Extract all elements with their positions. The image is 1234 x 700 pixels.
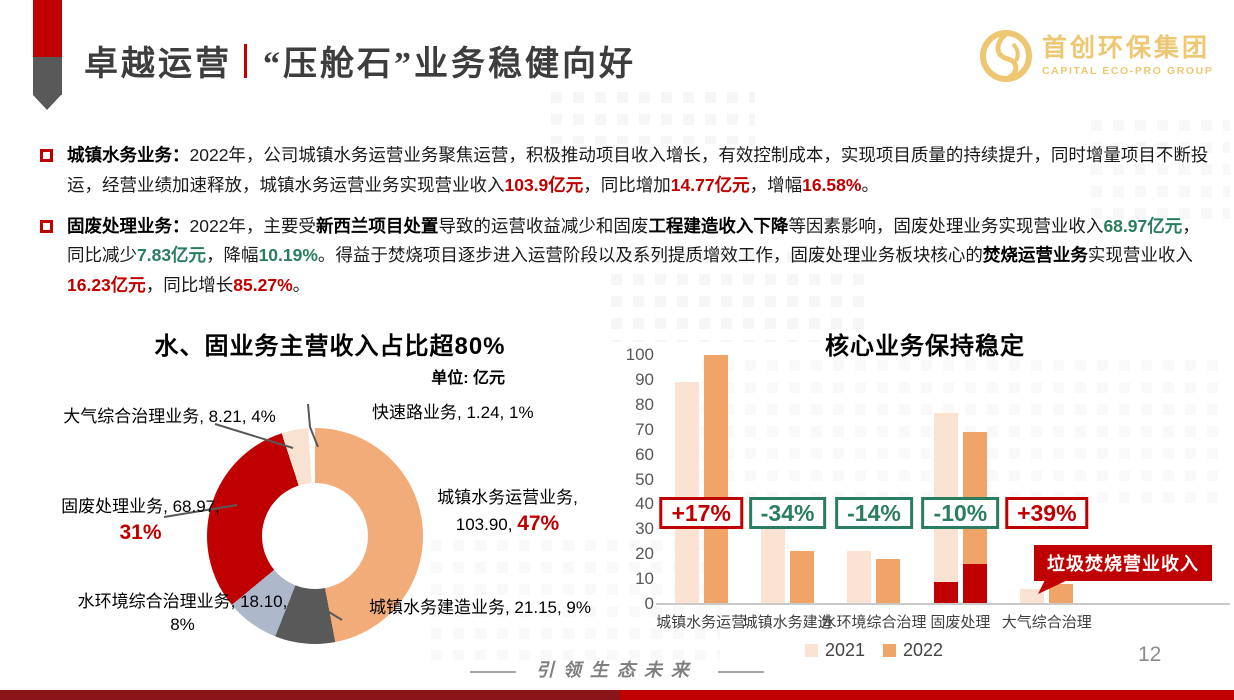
pie-percent: 9% bbox=[566, 598, 591, 617]
page-number: 12 bbox=[1138, 643, 1162, 666]
bottom-strip bbox=[0, 690, 1234, 700]
y-axis-tick: 0 bbox=[644, 594, 654, 613]
pie-percent: 1% bbox=[508, 403, 534, 422]
bar-group-大气综合治理 bbox=[1004, 355, 1090, 604]
pie-label-air: 大气综合治理业务, 8.21, 4% bbox=[63, 407, 276, 426]
bar-group-水环境综合治理 bbox=[831, 355, 917, 604]
pie-percent: 8% bbox=[170, 614, 195, 634]
bar-incineration-segment bbox=[962, 563, 987, 604]
bottom-strip-red bbox=[620, 690, 1234, 700]
y-axis-tick: 80 bbox=[635, 394, 654, 414]
callout-tail bbox=[1038, 578, 1072, 594]
bar-2022 bbox=[790, 551, 815, 604]
y-axis-tick: 20 bbox=[635, 544, 654, 564]
callout-waste-incineration: 垃圾焚烧营业收入 bbox=[1034, 545, 1212, 594]
legend-label: 2021 bbox=[824, 640, 865, 660]
y-axis-tick: 50 bbox=[635, 469, 654, 489]
bar-incineration-segment bbox=[933, 582, 958, 604]
x-axis-label: 大气综合治理 bbox=[1001, 614, 1092, 631]
bullet-item-solid-waste: 固废处理业务：2022年，主要受新西兰项目处置导致的运营收益减少和固废工程建造收… bbox=[40, 212, 1212, 301]
watermark-pattern bbox=[1080, 120, 1230, 220]
page-title: 卓越运营 “压舱石”业务稳健向好 bbox=[84, 36, 636, 85]
chart-legend: 2021 2022 bbox=[658, 640, 1090, 661]
watermark-pattern bbox=[540, 92, 755, 144]
y-axis-tick: 60 bbox=[635, 444, 654, 464]
bullet-list: 城镇水务业务：2022年，公司城镇水务运营业务聚焦运营，积极推动项目收入增长，有… bbox=[40, 141, 1212, 312]
x-axis-label: 固废处理 bbox=[930, 614, 991, 631]
x-axis-label: 城镇水务运营 bbox=[656, 614, 747, 631]
legend-label: 2022 bbox=[903, 640, 944, 660]
watermark-pattern bbox=[600, 252, 870, 342]
change-badge: -10% bbox=[921, 497, 1000, 529]
pie-percent: 31% bbox=[119, 520, 162, 544]
slogan-dash bbox=[718, 670, 764, 673]
logo-name-cn: 首创环保集团 bbox=[1042, 33, 1211, 62]
bar-2022 bbox=[876, 558, 901, 604]
change-badge: +39% bbox=[1005, 497, 1089, 529]
y-axis-tick: 100 bbox=[625, 345, 654, 364]
x-axis-label: 水环境综合治理 bbox=[821, 614, 927, 631]
bar-2021 bbox=[847, 551, 872, 604]
pie-label-solid-waste: 固废处理业务, 68.97, 31% bbox=[61, 497, 220, 544]
bookmark-gray-part bbox=[33, 57, 62, 95]
bar-2022 bbox=[703, 355, 728, 604]
bullet-text: 固废处理业务：2022年，主要受新西兰项目处置导致的运营收益减少和固废工程建造收… bbox=[67, 215, 1200, 296]
bar-group-固废处理 bbox=[917, 355, 1003, 604]
bar-2021 bbox=[761, 524, 786, 604]
bookmark-red-part bbox=[33, 0, 62, 57]
legend-swatch-icon bbox=[883, 644, 896, 657]
bullet-item-water: 城镇水务业务：2022年，公司城镇水务运营业务聚焦运营，积极推动项目收入增长，有… bbox=[40, 141, 1212, 201]
bar-group-城镇水务建造 bbox=[744, 355, 830, 604]
donut-chart bbox=[207, 428, 423, 644]
pie-chart-title: 水、固业务主营收入占比超80% bbox=[154, 333, 506, 360]
change-badge: -14% bbox=[835, 497, 913, 529]
change-badge: +17% bbox=[659, 497, 743, 529]
x-axis-label: 城镇水务建造 bbox=[742, 614, 833, 631]
x-axis-line bbox=[656, 603, 1230, 605]
bar-chart-title: 核心业务保持稳定 bbox=[825, 333, 1025, 360]
pie-label-water-env: 水环境综合治理业务, 18.10, 8% bbox=[77, 592, 288, 634]
y-axis-tick: 70 bbox=[635, 419, 654, 439]
logo-name-en: CAPITAL ECO-PRO GROUP bbox=[1042, 65, 1214, 78]
pie-percent: 47% bbox=[517, 511, 560, 535]
title-left: 卓越运营 bbox=[84, 46, 232, 83]
logo-icon bbox=[980, 30, 1032, 82]
bottom-strip-dark bbox=[0, 690, 620, 700]
y-axis-tick: 40 bbox=[635, 494, 654, 514]
unit-label: 单位: 亿元 bbox=[431, 370, 505, 387]
bullet-square-icon bbox=[40, 219, 53, 233]
donut-hole bbox=[262, 483, 368, 589]
pie-percent: 4% bbox=[251, 407, 276, 426]
title-right: “压舱石”业务稳健向好 bbox=[263, 46, 636, 83]
legend-swatch-icon bbox=[804, 644, 818, 657]
slogan-text: 引领生态未来 bbox=[536, 660, 698, 680]
legend-item: 2022 bbox=[883, 640, 943, 661]
bullet-square-icon bbox=[40, 149, 53, 162]
bar-group-城镇水务运营 bbox=[658, 355, 744, 604]
title-separator bbox=[244, 43, 247, 78]
bookmark-tip bbox=[33, 95, 61, 110]
pie-label-water-ops: 城镇水务运营业务, 103.90, 47% bbox=[437, 488, 578, 535]
change-badge: -34% bbox=[748, 497, 827, 529]
pie-label-water-build: 城镇水务建造业务, 21.15, 9% bbox=[368, 598, 591, 617]
bar-2022 bbox=[1049, 583, 1074, 604]
bullet-text: 城镇水务业务：2022年，公司城镇水务运营业务聚焦运营，积极推动项目收入增长，有… bbox=[67, 145, 1209, 195]
bar-2021 bbox=[1020, 589, 1045, 604]
pie-label-expressway: 快速路业务, 1.24, 1% bbox=[372, 403, 534, 422]
y-axis-tick: 10 bbox=[635, 569, 654, 589]
watermark-pattern bbox=[420, 540, 720, 660]
legend-item: 2021 bbox=[804, 640, 865, 661]
bar-plot: +17% 城镇水务运营 -34% 城镇水务建造 -14% 水环境综合治理 -10% 固废处理 +… bbox=[656, 355, 1092, 631]
bookmark-ribbon-icon bbox=[33, 0, 62, 110]
company-logo: 首创环保集团 CAPITAL ECO-PRO GROUP bbox=[980, 30, 1213, 82]
bar-2021 bbox=[674, 382, 699, 604]
slogan-dash bbox=[470, 670, 516, 673]
y-axis-tick: 90 bbox=[635, 369, 654, 389]
bar-yaxis: 0 10 20 30 40 50 60 70 80 90 100 bbox=[618, 345, 654, 613]
footer-slogan: 引领生态未来 bbox=[0, 656, 1234, 682]
y-axis-tick: 30 bbox=[635, 519, 654, 539]
callout-text: 垃圾焚烧营业收入 bbox=[1047, 554, 1199, 574]
logo-text: 首创环保集团 CAPITAL ECO-PRO GROUP bbox=[1042, 33, 1214, 78]
